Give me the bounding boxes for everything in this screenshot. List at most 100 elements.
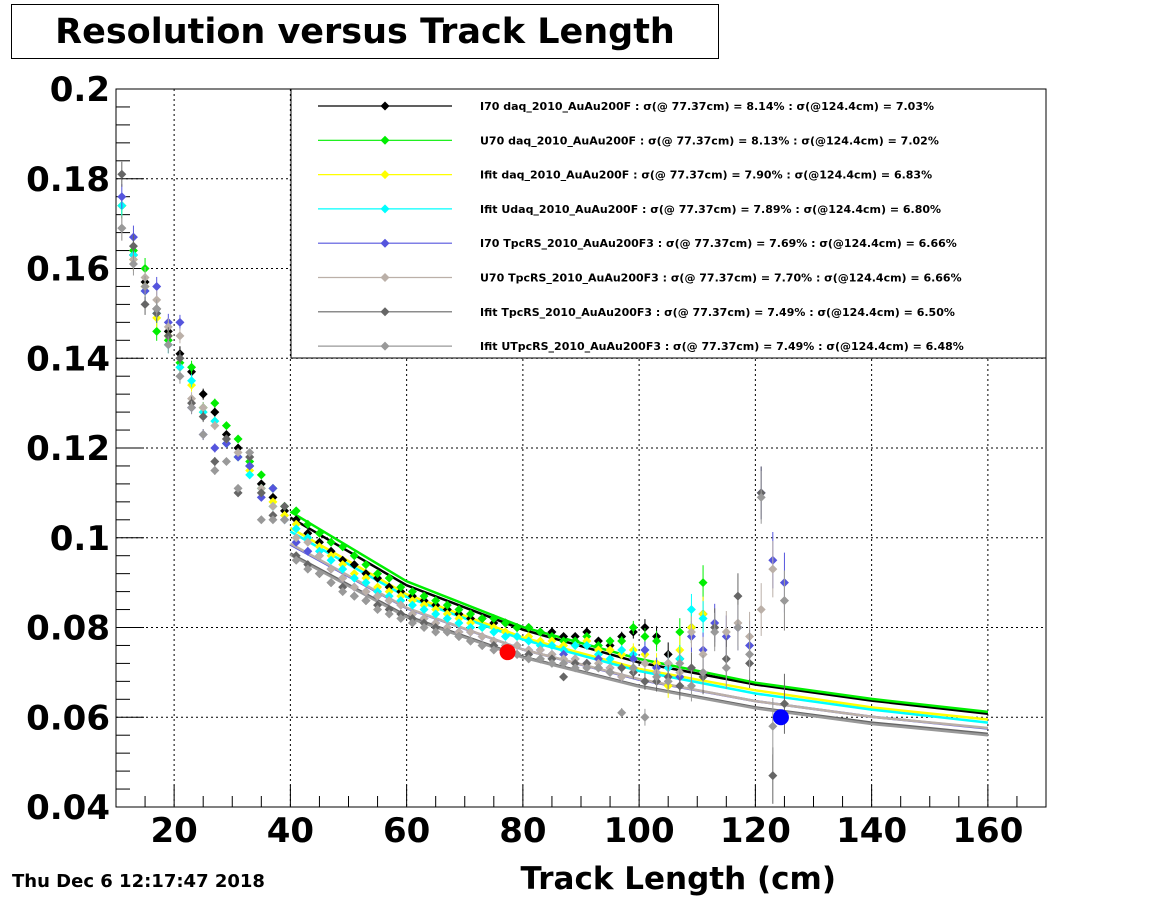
legend-entry: I70 TpcRS_2010_AuAu200F3 : σ(@ 77.37cm) … — [480, 237, 957, 250]
data-point — [140, 299, 150, 309]
legend-marker — [380, 204, 390, 214]
data-point — [605, 667, 615, 677]
data-point — [361, 560, 371, 570]
data-point — [500, 631, 510, 641]
data-point — [652, 636, 662, 646]
data-point — [140, 281, 150, 291]
y-tick-label: 0.12 — [26, 429, 110, 469]
data-point — [582, 640, 592, 650]
data-point — [210, 407, 220, 417]
data-point — [535, 627, 545, 637]
data-point — [291, 524, 301, 534]
fit-curve — [289, 516, 989, 715]
data-point — [431, 627, 441, 637]
data-point — [361, 587, 371, 597]
data-point — [628, 623, 638, 632]
data-point — [128, 241, 138, 251]
data-point — [442, 627, 452, 637]
data-point — [617, 672, 627, 682]
data-point — [396, 600, 406, 610]
data-point — [454, 618, 464, 628]
legend-marker — [380, 273, 390, 282]
data-point — [361, 596, 371, 606]
data-point — [326, 537, 336, 547]
data-point — [628, 663, 638, 673]
data-point — [431, 609, 441, 619]
data-point — [779, 699, 789, 709]
data-point — [303, 546, 313, 556]
data-point — [419, 623, 429, 632]
data-point — [117, 223, 127, 233]
x-tick-label: 40 — [267, 811, 314, 851]
data-point — [338, 587, 348, 597]
data-point — [175, 331, 185, 341]
data-point — [640, 631, 650, 641]
data-point — [233, 447, 243, 457]
data-point — [407, 587, 417, 597]
data-point — [210, 443, 220, 453]
data-point — [477, 631, 487, 641]
fit-curve — [289, 526, 989, 721]
y-tick-label: 0.04 — [26, 788, 110, 828]
reference-77cm-marker — [499, 644, 516, 661]
data-point — [175, 371, 185, 381]
fit-curve — [289, 510, 989, 714]
fit-curve — [289, 530, 989, 724]
data-point — [524, 654, 534, 664]
data-point — [314, 569, 324, 579]
data-point — [175, 362, 185, 372]
data-point — [559, 658, 569, 668]
data-point — [698, 614, 708, 624]
legend-entry: Ifit TpcRS_2010_AuAu200F3 : σ(@ 77.37cm)… — [480, 306, 955, 319]
x-tick-label: 120 — [720, 811, 791, 851]
data-point — [396, 582, 406, 592]
data-point — [756, 605, 766, 615]
data-point — [652, 672, 662, 682]
chart-title: Resolution versus Track Length — [55, 11, 675, 52]
data-point — [349, 560, 359, 570]
data-point — [605, 645, 615, 655]
data-point — [710, 627, 720, 637]
data-point — [221, 421, 231, 431]
data-point — [617, 708, 627, 718]
data-point — [314, 551, 324, 561]
data-point — [489, 627, 499, 637]
data-point — [303, 537, 313, 547]
data-point — [535, 654, 545, 664]
data-point — [466, 636, 476, 646]
data-point — [489, 614, 499, 624]
x-tick-label: 160 — [952, 811, 1023, 851]
data-point — [454, 605, 464, 615]
data-point — [210, 465, 220, 475]
x-tick-label: 80 — [499, 811, 546, 851]
fit-curve — [289, 542, 989, 730]
data-point — [117, 192, 127, 202]
data-point — [686, 663, 696, 673]
data-point — [605, 654, 615, 664]
data-point — [187, 362, 197, 372]
data-point — [582, 663, 592, 673]
y-tick-label: 0.08 — [26, 609, 110, 649]
data-point — [442, 600, 452, 610]
y-tick-label: 0.18 — [26, 160, 110, 200]
data-point — [698, 649, 708, 659]
data-point — [686, 627, 696, 637]
data-point — [326, 555, 336, 565]
legend-marker — [380, 170, 390, 180]
data-points — [117, 161, 789, 804]
data-point — [675, 627, 685, 637]
legend-marker — [380, 135, 390, 145]
data-point — [152, 326, 162, 336]
data-point — [384, 596, 394, 606]
data-point — [500, 618, 510, 628]
data-point — [512, 640, 522, 650]
data-point — [198, 403, 208, 413]
data-point — [686, 605, 696, 615]
data-point — [547, 640, 557, 650]
data-point — [640, 712, 650, 722]
legend-marker — [380, 101, 390, 111]
x-tick-labels: 20 40 60 80 100 120 140 160 — [150, 811, 1023, 851]
x-tick-label: 20 — [150, 811, 197, 851]
data-point — [407, 618, 417, 628]
